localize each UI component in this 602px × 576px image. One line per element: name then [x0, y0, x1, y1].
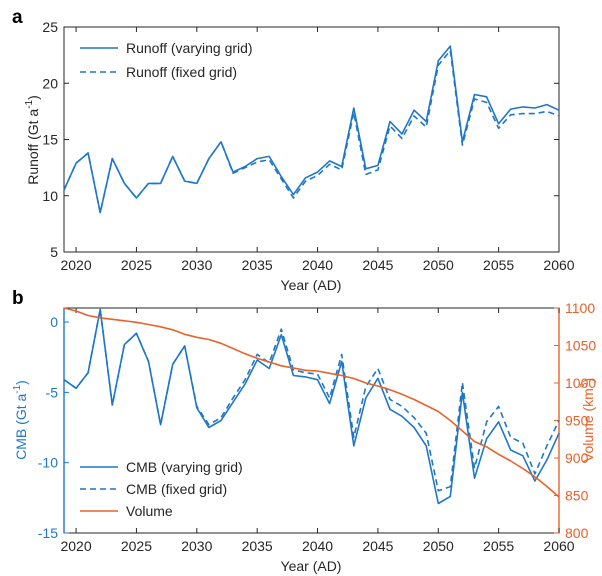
panel-a-x-tick-label: 2040 [302, 257, 333, 273]
panel-b-x-axis-label: Year (AD) [281, 558, 342, 574]
panel-a-y-tick-label: 20 [42, 75, 58, 91]
panel-b-right-y-tick-label: 1000 [565, 375, 596, 391]
panel-b-right-y-tick-label: 850 [565, 488, 589, 504]
panel-a-x-tick-label: 2020 [60, 257, 91, 273]
series-line-cmb-fixed-grid [63, 308, 560, 492]
legend-label-volume: Volume [126, 503, 173, 519]
panel-a-x-tick-label: 2055 [483, 257, 514, 273]
panel-b-x-tick-label: 2045 [362, 538, 393, 554]
panel-b-axes: 2020 2025 2030 2035 2040 2045 2050 2055 2060 -15 -… [38, 300, 597, 554]
panel-b-x-tick-label: 2020 [60, 538, 91, 554]
panel-b-left-y-tick-label: 0 [50, 314, 58, 330]
panel-b-left-y-tick-label: -10 [38, 455, 58, 471]
panel-a-x-tick-label: 2030 [181, 257, 212, 273]
panel-b-left-y-axis-label: CMB (Gt a-1) [12, 380, 29, 460]
panel-b-right-y-tick-label: 1050 [565, 338, 596, 354]
series-line-volume [63, 307, 560, 498]
panel-b-x-tick-label: 2030 [181, 538, 212, 554]
panel-a-x-tick-label: 2045 [362, 257, 393, 273]
legend-label-runoff-fixed: Runoff (fixed grid) [126, 64, 237, 80]
panel-b-right-y-tick-label: 800 [565, 525, 589, 541]
panel-a-y-tick-label: 10 [42, 188, 58, 204]
legend-label-runoff-varying: Runoff (varying grid) [126, 40, 253, 56]
series-line-runoff-fixed-grid [63, 49, 560, 214]
panel-b-left-y-tick-label: -5 [46, 384, 59, 400]
panel-a-x-tick-label: 2025 [121, 257, 152, 273]
panel-a-frame [63, 26, 560, 253]
panel-a-y-tick-label: 5 [50, 244, 58, 260]
panel-b-legend: CMB (varying grid) CMB (fixed grid) Volu… [80, 459, 243, 519]
panel-b-x-tick-label: 2035 [242, 538, 273, 554]
panel-b-letter: b [12, 288, 24, 309]
panel-a-lines [63, 45, 560, 214]
series-line-cmb-varying-grid [63, 308, 560, 505]
panel-a-x-tick-label: 2060 [543, 257, 574, 273]
panel-b-x-tick-label: 2040 [302, 538, 333, 554]
panel-b-right-y-tick-label: 900 [565, 450, 589, 466]
panel-b-cmb-volume-chart: 2020 2025 2030 2035 2040 2045 2050 2055 2060 -15 -… [12, 300, 596, 574]
panel-a-x-axis-label: Year (AD) [281, 277, 342, 293]
panel-b-lines [63, 307, 560, 505]
panel-b-x-tick-label: 2050 [423, 538, 454, 554]
panel-b-x-tick-label: 2060 [543, 538, 574, 554]
panel-b-right-y-tick-label: 950 [565, 413, 589, 429]
legend-label-cmb-varying: CMB (varying grid) [126, 459, 243, 475]
panel-b-x-tick-label: 2055 [483, 538, 514, 554]
panel-a-y-tick-label: 25 [42, 19, 58, 35]
panel-a-runoff-chart: 2020 2025 2030 2035 2040 2045 2050 2055 20605101… [24, 19, 575, 293]
panel-b-left-y-tick-label: -15 [38, 525, 58, 541]
panel-b-frame [63, 307, 560, 534]
panel-b-right-y-tick-label: 1100 [565, 300, 595, 316]
panel-b-x-tick-label: 2025 [121, 538, 152, 554]
legend-label-cmb-fixed: CMB (fixed grid) [126, 481, 227, 497]
panel-a-y-tick-label: 15 [42, 132, 58, 148]
panel-b-right-y-axis-label: Volume (km3) [579, 378, 596, 462]
panel-a-axes: 2020 2025 2030 2035 2040 2045 2050 2055 20605101… [42, 19, 574, 273]
panel-a-letter: a [12, 7, 23, 28]
panel-a-legend: Runoff (varying grid) Runoff (fixed grid… [80, 40, 253, 80]
panel-a-x-tick-label: 2035 [242, 257, 273, 273]
panel-a-x-tick-label: 2050 [423, 257, 454, 273]
panel-a-y-axis-label: Runoff (Gt a-1) [24, 95, 41, 185]
